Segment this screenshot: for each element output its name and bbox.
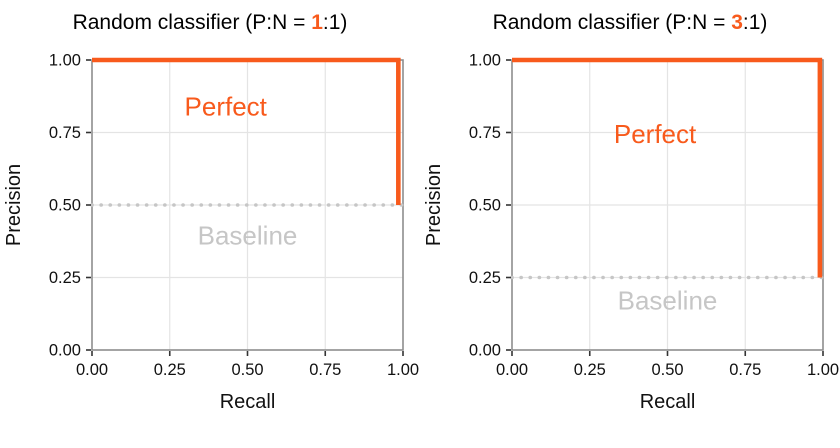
chart-title-ratio: 3: [731, 11, 743, 34]
y-tick-label: 0.50: [469, 197, 501, 215]
annotation-perfect: Perfect: [185, 91, 268, 121]
x-tick-label: 1.00: [807, 361, 839, 379]
y-tick-label: 0.00: [469, 342, 501, 360]
y-tick-label: 0.00: [49, 342, 81, 360]
x-tick-label: 0.50: [231, 361, 263, 379]
chart-title-text: Random classifier (P:N =: [72, 11, 312, 34]
y-tick-label: 0.50: [49, 197, 81, 215]
chart-title: Random classifier (P:N = 1:1): [73, 8, 348, 38]
x-tick-label: 0.25: [154, 361, 186, 379]
x-tick-label: 0.75: [309, 361, 341, 379]
y-tick-label: 0.75: [49, 124, 81, 142]
annotation-baseline: Baseline: [618, 286, 718, 316]
series-line-perfect: [92, 57, 401, 205]
annotation-baseline: Baseline: [198, 220, 298, 250]
x-tick-label: 0.00: [496, 361, 528, 379]
chart-canvas: 0.000.00 0.25 0.25 0.50 0.50 0.75 0.75 1.00 1.00…: [3, 52, 419, 414]
chart-title-text: Random classifier (P:N =: [492, 11, 732, 34]
chart-canvas: 0.000.00 0.25 0.25 0.50 0.50 0.75 0.75 1.00 1.00…: [423, 52, 839, 414]
series-line-perfect: [512, 57, 823, 278]
y-tick-label: 0.75: [469, 124, 501, 142]
annotation-perfect: Perfect: [614, 119, 697, 149]
x-tick-label: 0.00: [76, 361, 108, 379]
y-tick-label: 1.00: [49, 52, 81, 70]
x-tick-label: 0.75: [729, 361, 761, 379]
chart-title-ratio: 1: [311, 11, 323, 34]
y-axis-title: Precision: [3, 164, 25, 246]
pr-chart-pn-1-1: Random classifier (P:N = 1:1) 0.00 0.00 0.…: [3, 8, 419, 414]
x-tick-label: 0.25: [574, 361, 606, 379]
x-tick-label: 1.00: [387, 361, 419, 379]
chart-title-text: :1): [742, 11, 768, 34]
x-axis-title: Recall: [220, 391, 276, 413]
chart-title: Random classifier (P:N = 3:1): [493, 8, 768, 38]
y-axis-title: Precision: [423, 164, 445, 246]
x-axis-title: Recall: [640, 391, 696, 413]
x-tick-label: 0.50: [651, 361, 683, 379]
y-tick-label: 0.25: [469, 269, 501, 287]
y-tick-label: 1.00: [469, 52, 501, 70]
pr-chart-pn-3-1: Random classifier (P:N = 3:1) 0.00 0.00 0.…: [420, 0, 840, 448]
chart-title-text: :1): [322, 11, 348, 34]
y-tick-label: 0.25: [49, 269, 81, 287]
